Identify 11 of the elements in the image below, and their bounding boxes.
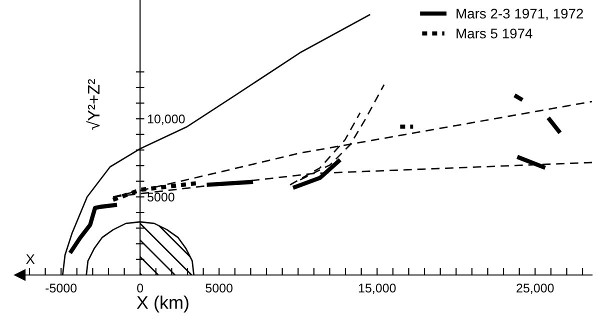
x-tick-label: 5000 — [206, 284, 233, 293]
x-tick-label: -5000 — [46, 284, 77, 293]
y-axis-title: √Y²+Z² — [86, 79, 100, 130]
x-axis-title: X (km) — [136, 296, 188, 312]
x-tick-label: 25,000 — [516, 284, 554, 294]
y-tick-label: 10,000 — [148, 114, 185, 125]
x-tick-label: 15,000 — [358, 284, 396, 294]
legend-label: Mars 2-3 1971, 1972 — [456, 8, 583, 20]
legend-label: Mars 5 1974 — [456, 28, 532, 38]
annotation: X — [26, 254, 35, 264]
x-tick-label: 0 — [137, 284, 144, 293]
